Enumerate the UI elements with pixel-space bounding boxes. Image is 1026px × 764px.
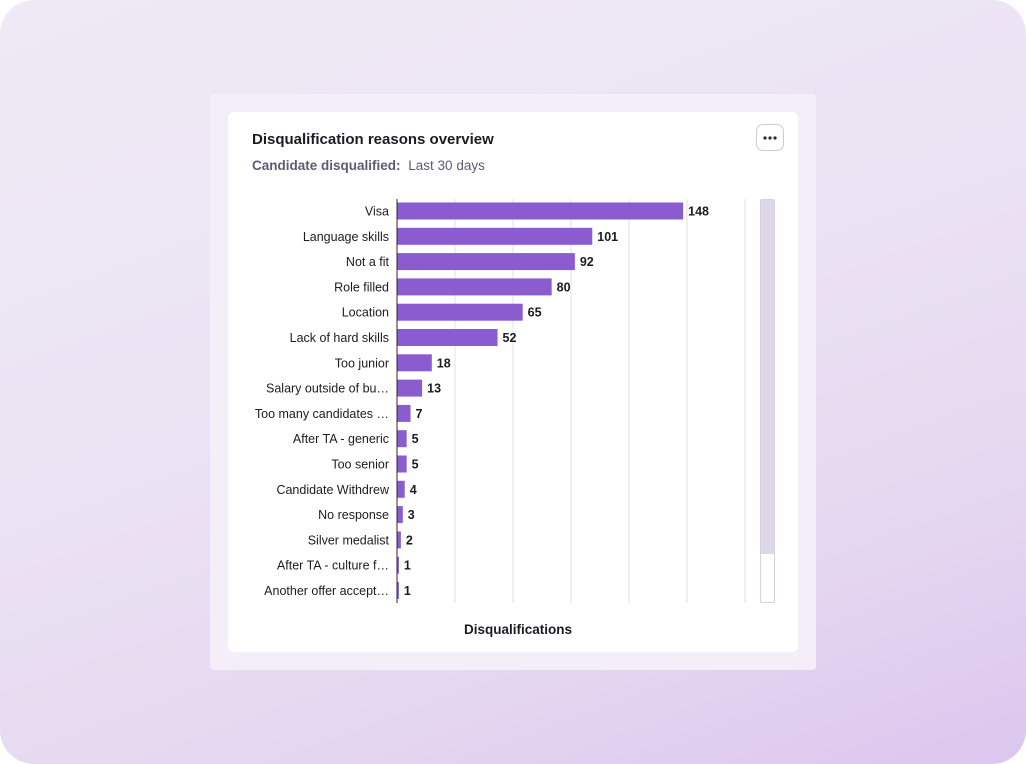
value-label: 65 — [528, 306, 542, 320]
value-label: 92 — [580, 255, 594, 269]
chart-title: Disqualification reasons overview — [252, 131, 494, 148]
value-label: 7 — [416, 407, 423, 421]
bar-chart: Visa 148 Language skills 101 Not a fit 92 Role… — [255, 199, 746, 603]
category-label: Role filled — [334, 280, 389, 294]
bar[interactable] — [397, 379, 423, 397]
bar[interactable] — [397, 455, 407, 473]
category-label: Too senior — [331, 458, 389, 472]
category-label: Too many candidates … — [255, 407, 389, 421]
category-label: Too junior — [335, 356, 389, 370]
value-label: 18 — [437, 356, 451, 370]
bar[interactable] — [397, 227, 593, 245]
category-label: After TA - culture f… — [277, 559, 389, 573]
filter-summary: Candidate disqualified: Last 30 days — [252, 158, 485, 173]
bar[interactable] — [397, 303, 523, 321]
category-label: Not a fit — [346, 255, 390, 269]
category-label: Lack of hard skills — [290, 331, 389, 345]
value-label: 5 — [412, 458, 419, 472]
value-label: 2 — [406, 533, 413, 547]
filter-period: Last 30 days — [408, 158, 485, 173]
category-label: Language skills — [303, 230, 389, 244]
bar[interactable] — [397, 354, 432, 372]
more-options-button[interactable] — [756, 124, 784, 151]
category-label: Salary outside of bu… — [266, 382, 389, 396]
category-label: Candidate Withdrew — [276, 483, 390, 497]
bar[interactable] — [397, 202, 684, 220]
bar[interactable] — [397, 556, 399, 574]
category-label: Silver medalist — [308, 533, 390, 547]
value-label: 1 — [404, 559, 411, 573]
bar[interactable] — [397, 480, 405, 498]
value-label: 80 — [557, 280, 571, 294]
filter-label: Candidate disqualified: — [252, 158, 401, 173]
value-label: 101 — [597, 230, 618, 244]
category-label: No response — [318, 508, 389, 522]
scrollbar-thumb[interactable] — [761, 200, 774, 554]
bar[interactable] — [397, 278, 552, 296]
x-axis-title: Disqualifications — [463, 622, 573, 637]
ellipsis-icon — [763, 135, 777, 140]
bar[interactable] — [397, 531, 401, 549]
category-label: Another offer accept… — [264, 584, 389, 598]
category-label: Location — [342, 306, 389, 320]
bar[interactable] — [397, 582, 399, 599]
value-label: 52 — [503, 331, 517, 345]
value-label: 148 — [688, 205, 709, 219]
bar[interactable] — [397, 329, 498, 346]
value-label: 4 — [410, 483, 417, 497]
bar[interactable] — [397, 506, 403, 524]
bar[interactable] — [397, 253, 575, 271]
category-label: Visa — [365, 205, 389, 219]
category-label: After TA - generic — [293, 432, 389, 446]
value-label: 3 — [408, 508, 415, 522]
chart-card: Disqualification reasons overview Candid… — [228, 112, 798, 652]
value-label: 1 — [404, 584, 411, 598]
value-label: 13 — [427, 382, 441, 396]
bar[interactable] — [397, 404, 411, 422]
bar[interactable] — [397, 430, 407, 448]
chart-scrollbar[interactable] — [760, 199, 775, 603]
value-label: 5 — [412, 432, 419, 446]
